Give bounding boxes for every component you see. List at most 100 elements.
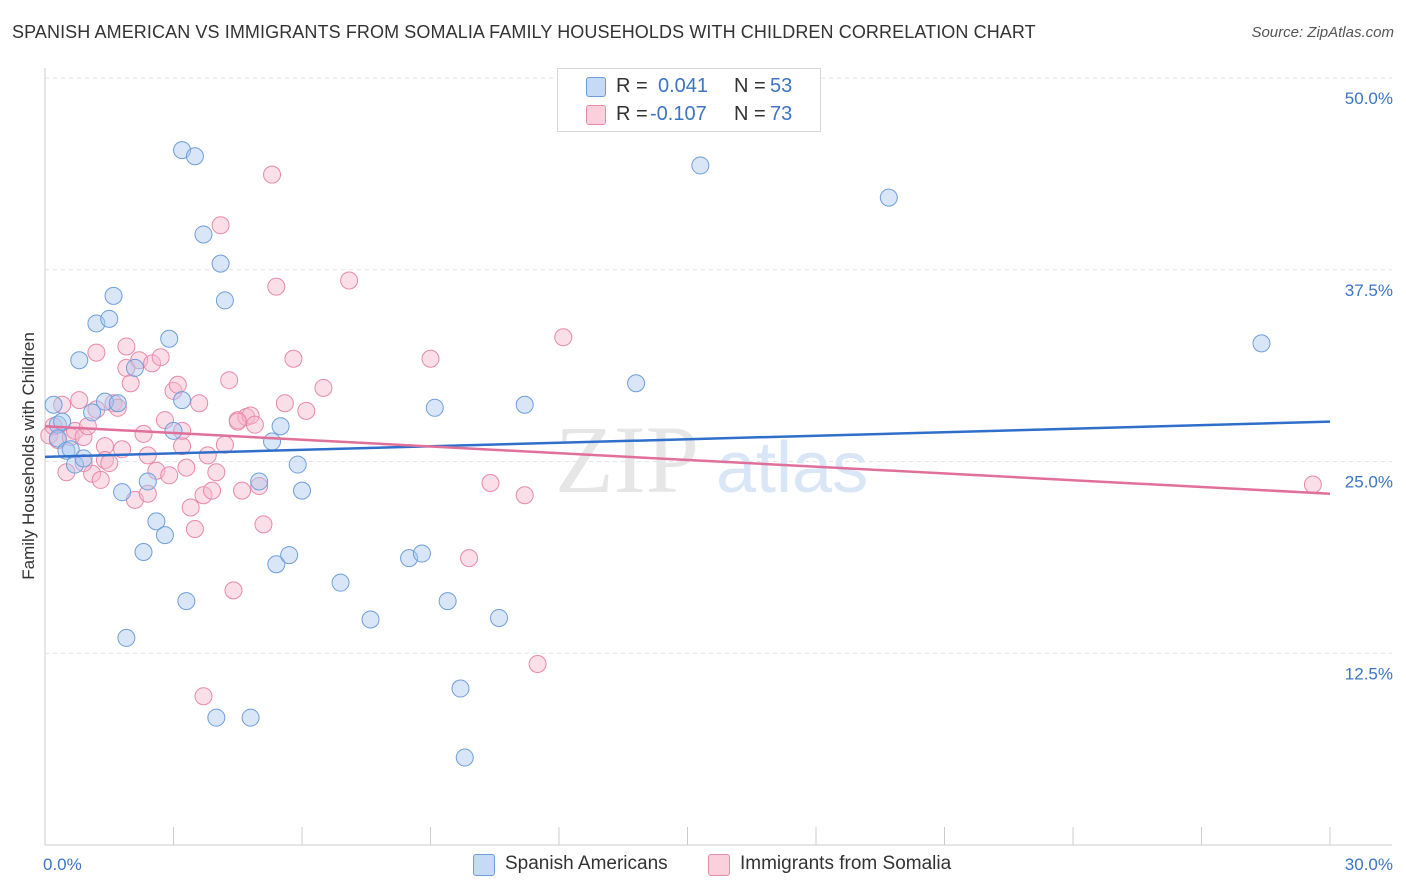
- watermark: ZIP atlas: [555, 406, 868, 513]
- spanish-point: [451, 679, 470, 698]
- legend-n-value: 73: [770, 103, 793, 125]
- trend-layer: [44, 420, 1331, 495]
- grid-layer: [45, 77, 1392, 654]
- somalia-point: [194, 486, 213, 505]
- somalia-point: [181, 498, 200, 517]
- spanish-point: [207, 708, 226, 727]
- spanish-point: [331, 573, 350, 592]
- spanish-point: [44, 395, 63, 414]
- spanish-point: [627, 374, 646, 393]
- somalia-point: [117, 337, 136, 356]
- bottom-legend-spanish: Spanish Americans: [473, 852, 693, 876]
- bottom-legend-label: Spanish Americans: [505, 853, 668, 874]
- spanish-point: [879, 188, 898, 207]
- legend-r-label: R =: [616, 103, 648, 125]
- bottom-legend-label: Immigrants from Somalia: [740, 853, 952, 874]
- somalia-point: [481, 473, 500, 492]
- somalia-point: [203, 481, 222, 500]
- somalia-point: [460, 549, 479, 568]
- legend-n-label: N =: [734, 103, 766, 125]
- somalia-point: [250, 477, 269, 496]
- spanish-point: [215, 291, 234, 310]
- somalia-point: [228, 412, 247, 431]
- somalia-point: [70, 391, 89, 410]
- spanish-point: [177, 592, 196, 611]
- correlation-legend: R = 0.041 N = 53 R = -0.107 N = 73: [557, 68, 821, 132]
- legend-swatch-pink: [586, 105, 606, 125]
- label-layer: Family Households with Children: [19, 332, 38, 580]
- somalia-trend-line: [44, 424, 1331, 495]
- somalia-point: [207, 463, 226, 482]
- legend-n-value: 53: [770, 75, 793, 97]
- somalia-point: [297, 401, 316, 420]
- somalia-point: [254, 515, 273, 534]
- x-tick-label: 30.0%: [1345, 855, 1393, 874]
- somalia-point: [173, 437, 192, 456]
- spanish-point: [271, 417, 290, 436]
- spanish-point: [293, 481, 311, 500]
- spanish-point: [70, 351, 89, 370]
- source-credit: Source: ZipAtlas.com: [1251, 24, 1394, 41]
- legend-n-label: N =: [734, 75, 766, 97]
- spanish-point: [241, 708, 260, 727]
- somalia-point: [185, 519, 204, 538]
- somalia-point: [160, 466, 179, 485]
- bottom-legend-swatch-blue: [473, 854, 495, 876]
- spanish-point: [147, 512, 166, 531]
- spanish-point: [455, 748, 474, 767]
- spanish-point: [113, 483, 132, 502]
- spanish-point: [83, 403, 102, 422]
- y-tick-label: 25.0%: [1345, 473, 1393, 492]
- somalia-point: [100, 454, 119, 473]
- spanish-point: [48, 429, 67, 448]
- spanish-point: [250, 472, 269, 491]
- spanish-point: [490, 608, 509, 627]
- somalia-point: [515, 486, 534, 505]
- spanish-point: [263, 432, 282, 451]
- legend-row-somalia: R = -0.107 N = 73: [558, 101, 820, 129]
- spanish-point: [108, 394, 127, 413]
- spanish-point: [125, 358, 144, 377]
- legend-row-spanish: R = 0.041 N = 53: [558, 73, 820, 101]
- somalia-point: [91, 470, 110, 489]
- spanish-point: [361, 610, 380, 629]
- somalia-point: [528, 654, 547, 673]
- spanish-point: [160, 329, 179, 348]
- spanish-point: [155, 526, 174, 545]
- somalia-point: [340, 271, 359, 290]
- spanish-point: [194, 225, 213, 244]
- spanish-point: [288, 455, 307, 474]
- chart-title: SPANISH AMERICAN VS IMMIGRANTS FROM SOMA…: [12, 22, 1036, 42]
- somalia-point: [554, 328, 573, 347]
- somalia-point: [267, 277, 286, 296]
- spanish-point: [280, 546, 299, 565]
- somalia-point: [138, 484, 157, 503]
- spanish-point: [173, 391, 192, 410]
- spanish-point: [211, 254, 230, 273]
- somalia-point: [211, 216, 230, 235]
- somalia-point: [78, 417, 97, 436]
- y-tick-label: 12.5%: [1345, 664, 1393, 683]
- spanish-point: [515, 395, 534, 414]
- legend-r-label: R =: [616, 75, 648, 97]
- somalia-point: [87, 343, 106, 362]
- spanish-point: [438, 592, 457, 611]
- spanish-point: [100, 309, 119, 328]
- legend-r-value: 0.041: [658, 75, 709, 97]
- series-somalia-points: [40, 165, 1322, 706]
- spanish-point: [185, 147, 204, 166]
- legend-r-value: -0.107: [650, 103, 707, 125]
- y-tick-label: 50.0%: [1345, 89, 1393, 108]
- spanish-point: [104, 286, 123, 305]
- somalia-point: [194, 687, 213, 706]
- spanish-point: [164, 421, 183, 440]
- somalia-point: [284, 349, 303, 368]
- spanish-point: [691, 156, 710, 175]
- spanish-trend-line: [44, 420, 1331, 459]
- spanish-point: [267, 555, 286, 574]
- bottom-legend-swatch-pink: [708, 854, 730, 876]
- somalia-point: [421, 349, 440, 368]
- somalia-point: [1303, 475, 1322, 494]
- series-spanish-points: [44, 141, 1271, 767]
